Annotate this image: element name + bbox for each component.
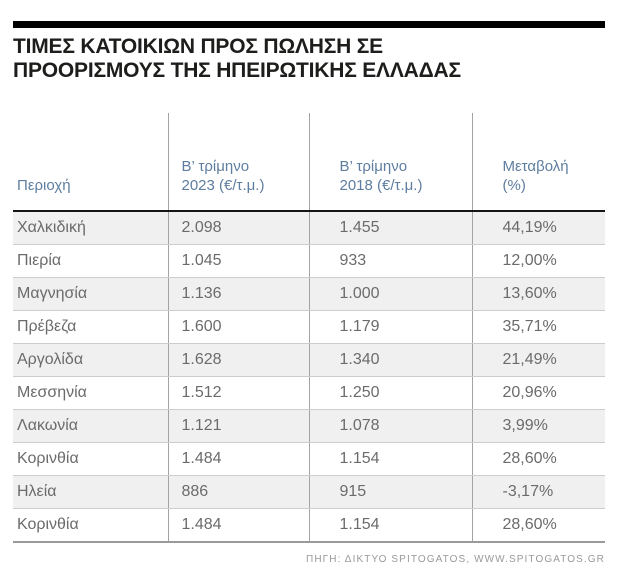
table-row: Χαλκιδική 2.098 1.455 44,19% <box>13 210 605 245</box>
table-cell: Πρέβεζα <box>13 310 168 344</box>
table-cell: 915 <box>308 475 472 509</box>
table-row: Αργολίδα 1.628 1.340 21,49% <box>13 343 605 377</box>
column-header-q2-2023: Β’ τρίμηνο 2023 (€/τ.μ.) <box>167 112 309 212</box>
column-header-change: Μεταβολή (%) <box>471 112 605 212</box>
table-cell: 28,60% <box>471 508 605 543</box>
table-row: Κορινθία 1.484 1.154 28,60% <box>13 508 605 543</box>
source-attribution: ΠΗΓΗ: ΔΙΚΤΥΟ SPITOGATOS, WWW.SPITOGATOS.… <box>306 553 605 565</box>
table-row: Λακωνία 1.121 1.078 3,99% <box>13 409 605 443</box>
table-cell: Ηλεία <box>13 475 168 509</box>
table-cell: 1.484 <box>167 442 309 476</box>
table-cell: 1.600 <box>167 310 309 344</box>
table-cell: 1.154 <box>308 442 472 476</box>
table-cell: Μεσσηνία <box>13 376 168 410</box>
table-cell: 3,99% <box>471 409 605 443</box>
table-cell: Πιερία <box>13 244 168 278</box>
table-cell: Μαγνησία <box>13 277 168 311</box>
table-cell: 1.179 <box>308 310 472 344</box>
table-cell: 13,60% <box>471 277 605 311</box>
table-cell: 35,71% <box>471 310 605 344</box>
table-header: Περιοχή Β’ τρίμηνο 2023 (€/τ.μ.) Β’ τρίμ… <box>13 112 605 212</box>
table-cell: 28,60% <box>471 442 605 476</box>
table-row: Ηλεία 886 915 -3,17% <box>13 475 605 509</box>
page-title: ΤΙΜΕΣ ΚΑΤΟΙΚΙΩΝ ΠΡΟΣ ΠΩΛΗΣΗ ΣΕ ΠΡΟΟΡΙΣΜΟ… <box>13 35 461 82</box>
column-header-region: Περιοχή <box>13 112 168 212</box>
table-cell: 1.154 <box>308 508 472 543</box>
housing-price-table: Περιοχή Β’ τρίμηνο 2023 (€/τ.μ.) Β’ τρίμ… <box>13 112 605 543</box>
table-cell: Αργολίδα <box>13 343 168 377</box>
table-cell: 1.045 <box>167 244 309 278</box>
table-cell: 1.078 <box>308 409 472 443</box>
table-row: Πρέβεζα 1.600 1.179 35,71% <box>13 310 605 344</box>
table-row: Πιερία 1.045 933 12,00% <box>13 244 605 278</box>
table-row: Μεσσηνία 1.512 1.250 20,96% <box>13 376 605 410</box>
table-cell: 1.455 <box>308 210 472 245</box>
table-cell: 1.250 <box>308 376 472 410</box>
table-cell: Κορινθία <box>13 442 168 476</box>
table-cell: Κορινθία <box>13 508 168 543</box>
top-accent-bar <box>13 21 605 28</box>
table-cell: 886 <box>167 475 309 509</box>
table-cell: Λακωνία <box>13 409 168 443</box>
table-cell: 21,49% <box>471 343 605 377</box>
table-cell: 1.628 <box>167 343 309 377</box>
table-header-row: Περιοχή Β’ τρίμηνο 2023 (€/τ.μ.) Β’ τρίμ… <box>13 112 605 212</box>
table-cell: 1.340 <box>308 343 472 377</box>
column-header-q2-2018: Β’ τρίμηνο 2018 (€/τ.μ.) <box>308 112 472 212</box>
table-cell: 1.484 <box>167 508 309 543</box>
table-cell: 1.136 <box>167 277 309 311</box>
table-cell: -3,17% <box>471 475 605 509</box>
table-cell: Χαλκιδική <box>13 210 168 245</box>
table-cell: 2.098 <box>167 210 309 245</box>
table-cell: 1.512 <box>167 376 309 410</box>
table-cell: 44,19% <box>471 210 605 245</box>
table-cell: 1.000 <box>308 277 472 311</box>
table-cell: 1.121 <box>167 409 309 443</box>
table-cell: 933 <box>308 244 472 278</box>
table-cell: 12,00% <box>471 244 605 278</box>
table-cell: 20,96% <box>471 376 605 410</box>
table-row: Μαγνησία 1.136 1.000 13,60% <box>13 277 605 311</box>
table-body: Χαλκιδική 2.098 1.455 44,19% Πιερία 1.045 933 1… <box>13 210 605 543</box>
table-row: Κορινθία 1.484 1.154 28,60% <box>13 442 605 476</box>
